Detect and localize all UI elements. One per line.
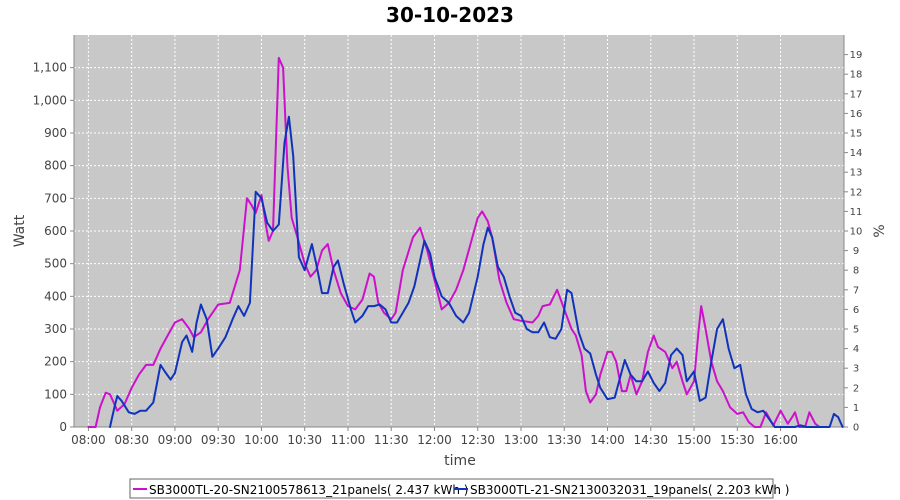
y2-axis-label: % bbox=[872, 224, 888, 237]
x-tick-label: 15:00 bbox=[677, 433, 712, 447]
y2-tick-label: 6 bbox=[853, 305, 859, 316]
x-tick-label: 16:00 bbox=[763, 433, 798, 447]
y2-tick-label: 16 bbox=[850, 109, 863, 120]
y-axis-ticks: 0 100 200 300 400 500 600 700 800 900 1,000 1,100 bbox=[33, 61, 74, 434]
y2-tick-label: 5 bbox=[853, 325, 859, 336]
x-tick-label: 12:30 bbox=[460, 433, 495, 447]
y2-tick-label: 19 bbox=[850, 50, 863, 61]
x-tick-label: 10:00 bbox=[244, 433, 279, 447]
y-tick-label: 1,100 bbox=[33, 61, 67, 75]
x-tick-label: 11:30 bbox=[374, 433, 409, 447]
y2-tick-label: 14 bbox=[850, 148, 863, 159]
y2-tick-label: 3 bbox=[853, 364, 859, 375]
y-tick-label: 300 bbox=[44, 322, 67, 336]
x-tick-label: 09:30 bbox=[201, 433, 236, 447]
y-tick-label: 900 bbox=[44, 126, 67, 140]
x-tick-label: 13:30 bbox=[547, 433, 582, 447]
x-axis-label: time bbox=[444, 453, 476, 469]
y2-tick-label: 12 bbox=[850, 187, 863, 198]
legend: SB3000TL-20-SN2100578613_21panels( 2.437… bbox=[129, 478, 789, 499]
y2-tick-label: 1 bbox=[853, 403, 859, 414]
y-tick-label: 400 bbox=[44, 289, 67, 303]
x-tick-label: 09:00 bbox=[158, 433, 193, 447]
y-tick-label: 700 bbox=[44, 191, 67, 205]
y-tick-label: 100 bbox=[44, 387, 67, 401]
x-tick-label: 15:30 bbox=[720, 433, 755, 447]
legend-box bbox=[129, 478, 774, 499]
y2-tick-label: 2 bbox=[853, 383, 859, 394]
series-line-2 bbox=[109, 115, 844, 428]
x-tick-label: 12:00 bbox=[417, 433, 452, 447]
y-tick-label: 600 bbox=[44, 224, 67, 238]
x-axis-ticks: 08:00 08:30 09:00 09:30 10:00 10:30 11:00 11:30… bbox=[71, 427, 798, 447]
series-line-1 bbox=[87, 56, 821, 428]
x-tick-label: 14:30 bbox=[633, 433, 668, 447]
y-tick-label: 800 bbox=[44, 159, 67, 173]
legend-entry-series-2: SB3000TL-21-SN2130032031_19panels( 2.203… bbox=[470, 483, 789, 497]
y-tick-label: 200 bbox=[44, 355, 67, 369]
y2-tick-label: 11 bbox=[850, 207, 863, 218]
legend-entry-series-1: SB3000TL-20-SN2100578613_21panels( 2.437… bbox=[149, 483, 468, 497]
series-lines bbox=[87, 56, 844, 428]
y2-tick-label: 17 bbox=[850, 89, 863, 100]
chart-title: 30-10-2023 bbox=[386, 3, 514, 27]
x-tick-label: 13:00 bbox=[504, 433, 539, 447]
x-tick-label: 10:30 bbox=[287, 433, 322, 447]
y2-tick-label: 4 bbox=[853, 344, 859, 355]
y2-tick-label: 18 bbox=[850, 70, 863, 81]
y2-tick-label: 15 bbox=[850, 129, 863, 140]
x-tick-label: 08:30 bbox=[114, 433, 149, 447]
y-tick-label: 0 bbox=[59, 420, 67, 434]
y2-tick-label: 13 bbox=[850, 168, 863, 179]
y-tick-label: 500 bbox=[44, 257, 67, 271]
x-tick-label: 08:00 bbox=[71, 433, 106, 447]
y-tick-label: 1,000 bbox=[33, 93, 67, 107]
x-tick-label: 11:00 bbox=[331, 433, 366, 447]
y-axis-label: Watt bbox=[12, 214, 28, 247]
y2-tick-label: 9 bbox=[853, 246, 859, 257]
y2-tick-label: 7 bbox=[853, 285, 859, 296]
y2-tick-label: 8 bbox=[853, 266, 859, 277]
y2-tick-label: 0 bbox=[853, 423, 859, 434]
y2-tick-label: 10 bbox=[850, 227, 863, 238]
x-tick-label: 14:00 bbox=[590, 433, 625, 447]
